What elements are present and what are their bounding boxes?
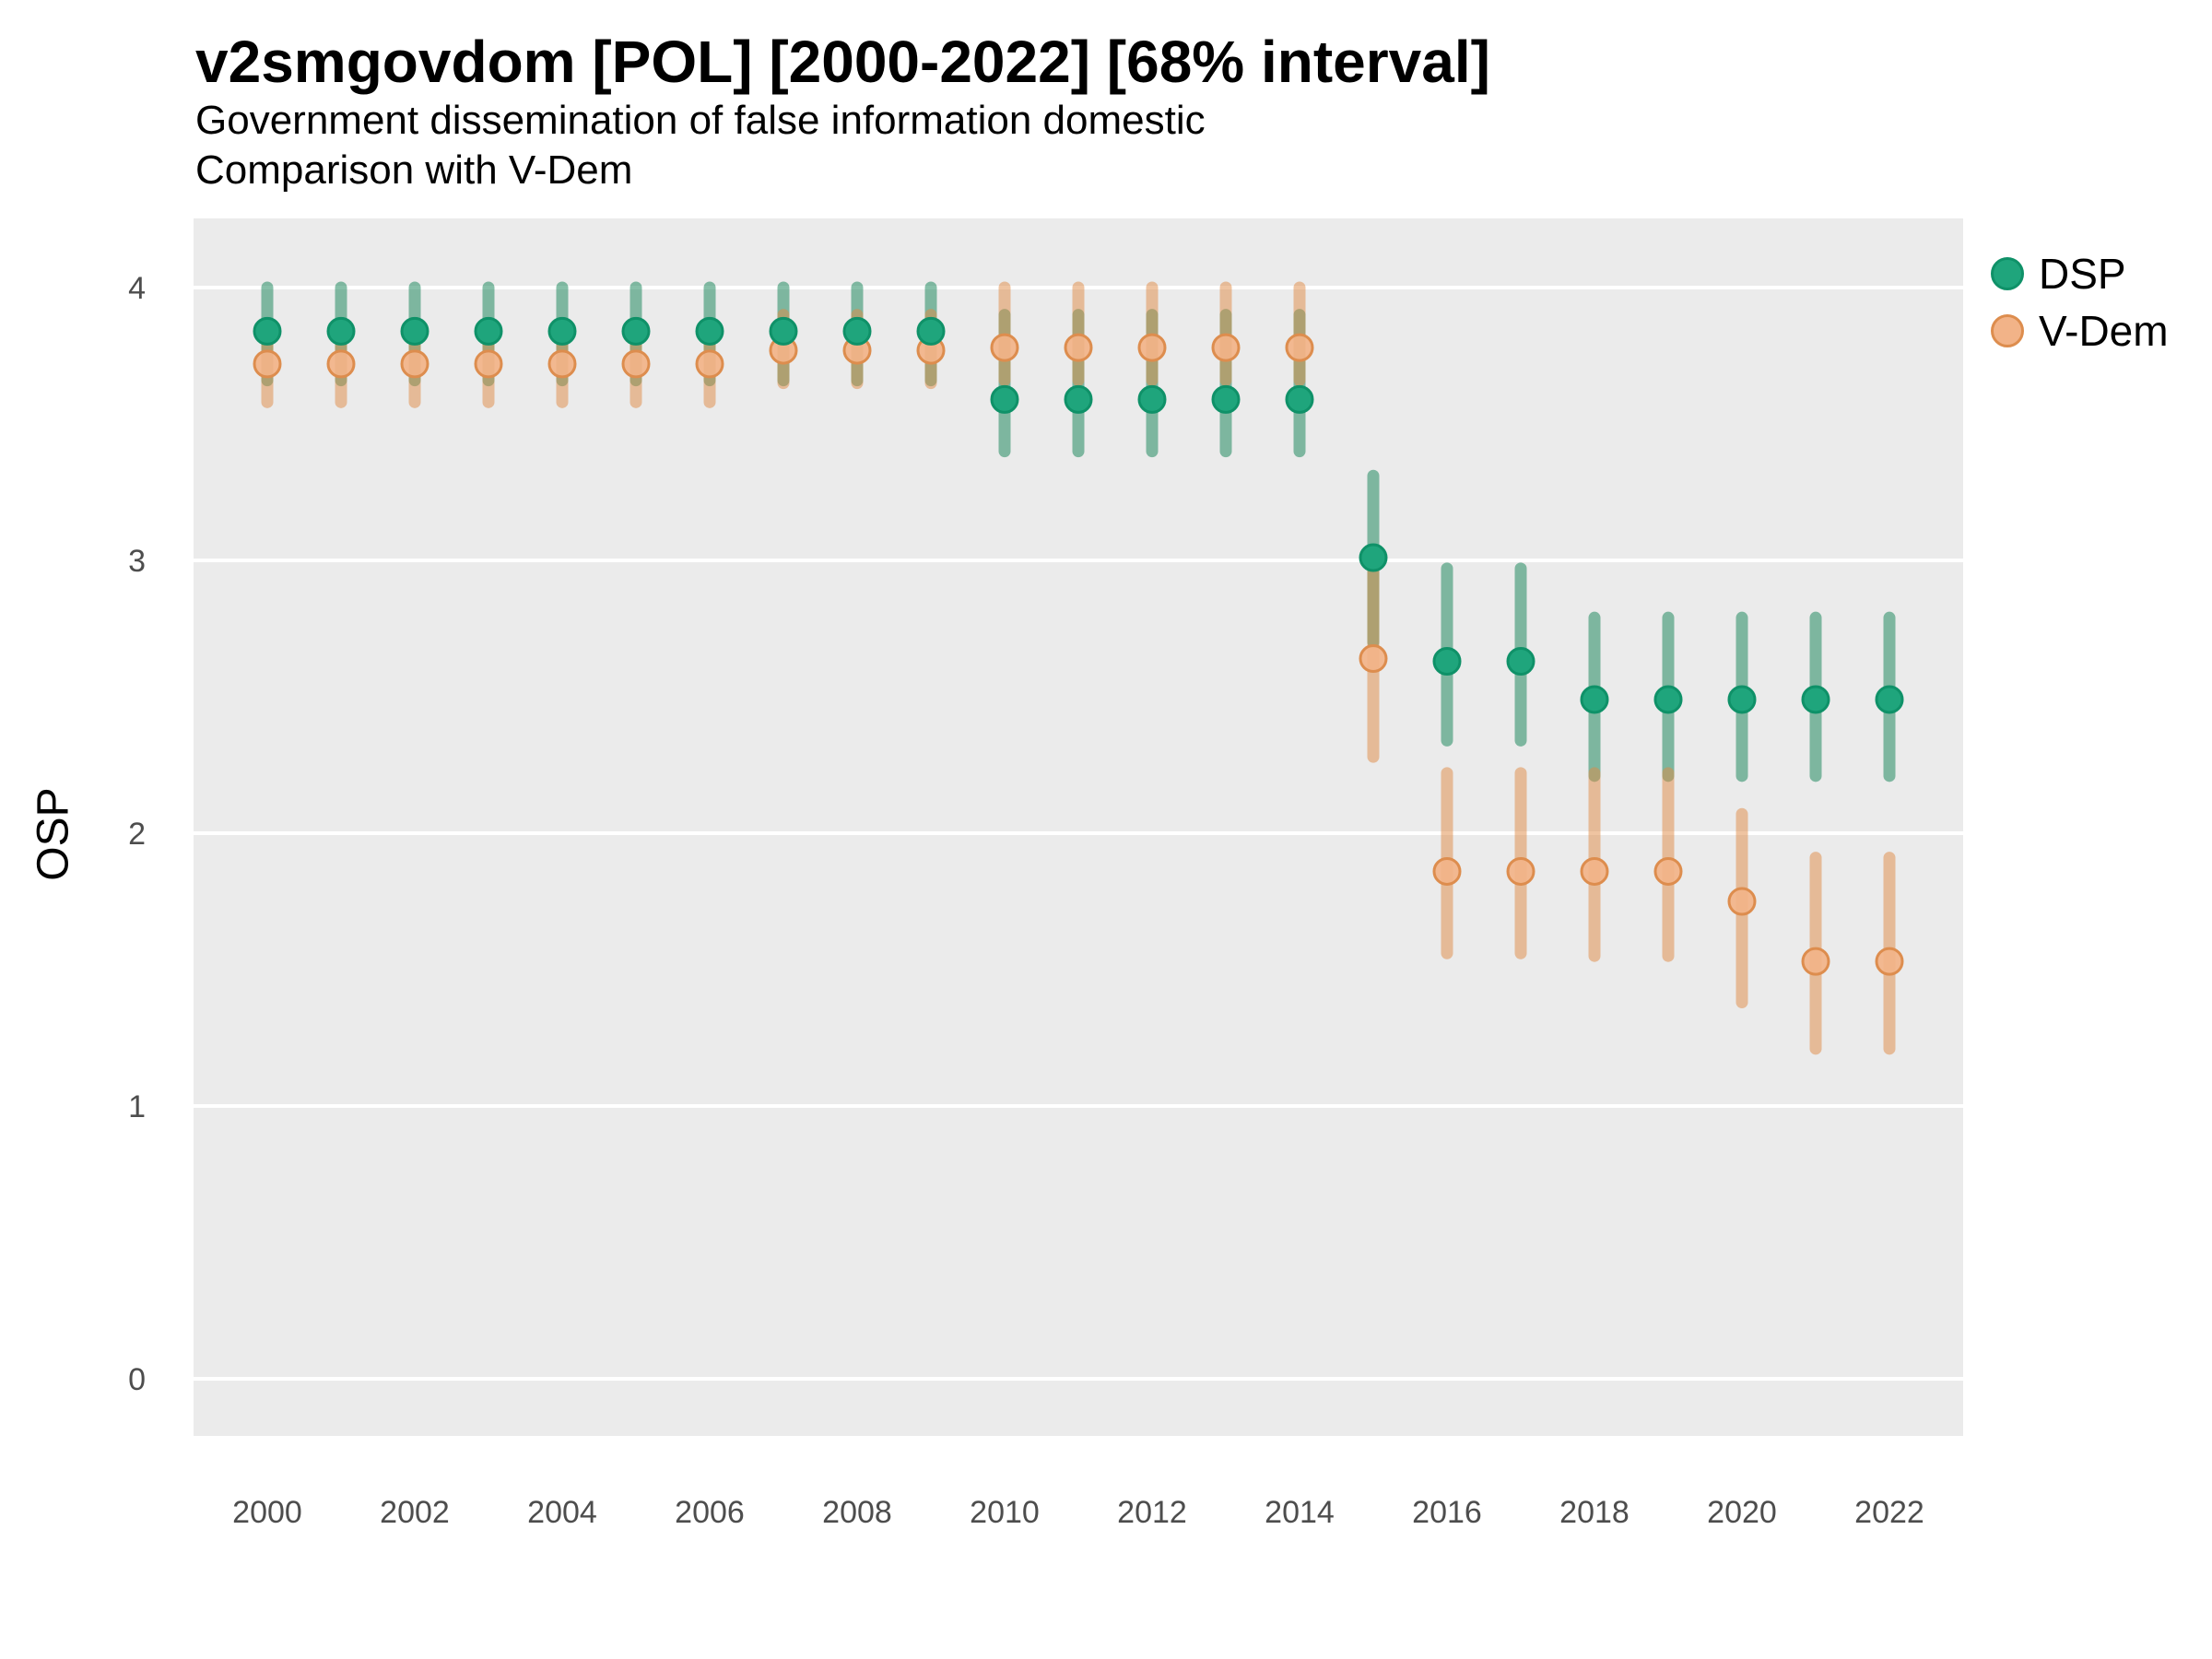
vdem-point-2012 (1137, 333, 1167, 362)
x-tick-label-2012: 2012 (1117, 1495, 1187, 1530)
x-tick-label-2000: 2000 (232, 1495, 302, 1530)
vdem-point-2005 (621, 349, 651, 379)
vdem-point-2017 (1506, 856, 1535, 886)
dsp-legend-dot-icon (1991, 257, 2024, 290)
dsp-point-2009 (916, 316, 946, 346)
dsp-point-2000 (253, 316, 282, 346)
x-tick-label-2016: 2016 (1412, 1495, 1482, 1530)
vdem-legend-dot-icon (1991, 314, 2024, 347)
x-tick-label-2002: 2002 (380, 1495, 450, 1530)
vdem-point-2001 (326, 349, 356, 379)
vdem-point-2015 (1359, 644, 1388, 674)
legend-label-vdem: V-Dem (2039, 307, 2169, 355)
x-tick-label-2008: 2008 (822, 1495, 892, 1530)
legend-label-dsp: DSP (2039, 250, 2126, 298)
vdem-point-2020 (1727, 887, 1757, 916)
x-tick-label-2018: 2018 (1559, 1495, 1630, 1530)
dsp-point-2014 (1285, 384, 1314, 414)
dsp-point-2007 (769, 316, 798, 346)
x-tick-label-2020: 2020 (1707, 1495, 1777, 1530)
dsp-point-2013 (1211, 384, 1241, 414)
vdem-point-2016 (1432, 856, 1462, 886)
vdem-point-2002 (400, 349, 429, 379)
dsp-point-2006 (695, 316, 724, 346)
dsp-point-2010 (990, 384, 1019, 414)
y-tick-label-0: 0 (128, 1362, 146, 1397)
vdem-point-2011 (1064, 333, 1093, 362)
vdem-point-2013 (1211, 333, 1241, 362)
page-title: v2smgovdom [POL] [2000-2022] [68% interv… (195, 29, 1490, 95)
x-tick-label-2004: 2004 (527, 1495, 597, 1530)
y-tick-label-3: 3 (128, 544, 146, 579)
dsp-point-2011 (1064, 384, 1093, 414)
vdem-point-2003 (474, 349, 503, 379)
dsp-point-2018 (1580, 685, 1609, 714)
legend-item-dsp: DSP (1991, 245, 2169, 302)
vdem-point-2010 (990, 333, 1019, 362)
dsp-point-2008 (842, 316, 872, 346)
vdem-point-2006 (695, 349, 724, 379)
dsp-point-2004 (547, 316, 577, 346)
vdem-point-2022 (1875, 947, 1904, 976)
y-tick-label-4: 4 (128, 271, 146, 306)
legend-item-vdem: V-Dem (1991, 302, 2169, 359)
dsp-point-2001 (326, 316, 356, 346)
vdem-point-2019 (1653, 856, 1683, 886)
dsp-point-2017 (1506, 647, 1535, 677)
legend: DSP V-Dem (1991, 245, 2169, 359)
y-tick-label-2: 2 (128, 817, 146, 852)
vdem-point-2004 (547, 349, 577, 379)
dsp-point-2015 (1359, 543, 1388, 572)
dsp-point-2005 (621, 316, 651, 346)
dsp-point-2003 (474, 316, 503, 346)
x-tick-label-2022: 2022 (1854, 1495, 1924, 1530)
dsp-point-2002 (400, 316, 429, 346)
x-tick-label-2014: 2014 (1265, 1495, 1335, 1530)
y-tick-label-1: 1 (128, 1089, 146, 1124)
x-tick-label-2006: 2006 (675, 1495, 745, 1530)
dsp-point-2012 (1137, 384, 1167, 414)
dsp-point-2022 (1875, 685, 1904, 714)
dsp-point-2020 (1727, 685, 1757, 714)
vdem-point-2000 (253, 349, 282, 379)
vdem-point-2014 (1285, 333, 1314, 362)
dsp-point-2016 (1432, 647, 1462, 677)
dsp-point-2021 (1801, 685, 1830, 714)
vdem-point-2021 (1801, 947, 1830, 976)
subtitle-line-1: Government dissemination of false inform… (195, 98, 1206, 143)
vdem-point-2018 (1580, 856, 1609, 886)
dsp-point-2019 (1653, 685, 1683, 714)
x-tick-label-2010: 2010 (970, 1495, 1040, 1530)
subtitle-line-2: Comparison with V-Dem (195, 147, 633, 193)
